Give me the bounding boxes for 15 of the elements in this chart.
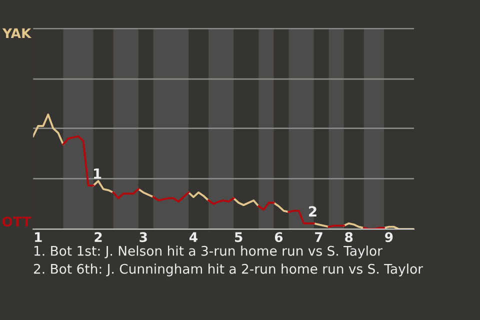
x-tick-label: 4 xyxy=(189,232,198,242)
annotation: 2 xyxy=(309,206,316,216)
x-tick-label: 3 xyxy=(140,232,147,242)
annotation: 1 xyxy=(94,168,102,179)
text: YAK xyxy=(2,28,32,38)
x-tick-label: 6 xyxy=(274,232,283,242)
text: 1. Bot 1st: J. Nelson hit a 3-run home run vs S. Taylor xyxy=(34,246,382,258)
x-tick-label: 2 xyxy=(94,232,102,242)
x-tick-label: 5 xyxy=(235,232,242,242)
x-tick-label: 9 xyxy=(385,232,393,242)
x-tick-label: 1 xyxy=(35,232,42,242)
text: OTT xyxy=(2,216,32,227)
text: 2. Bot 6th: J. Cunningham hit a 2-run home run vs S. Taylor xyxy=(34,264,424,276)
x-tick-label: 7 xyxy=(315,232,322,242)
x-tick-label: 8 xyxy=(345,232,353,242)
